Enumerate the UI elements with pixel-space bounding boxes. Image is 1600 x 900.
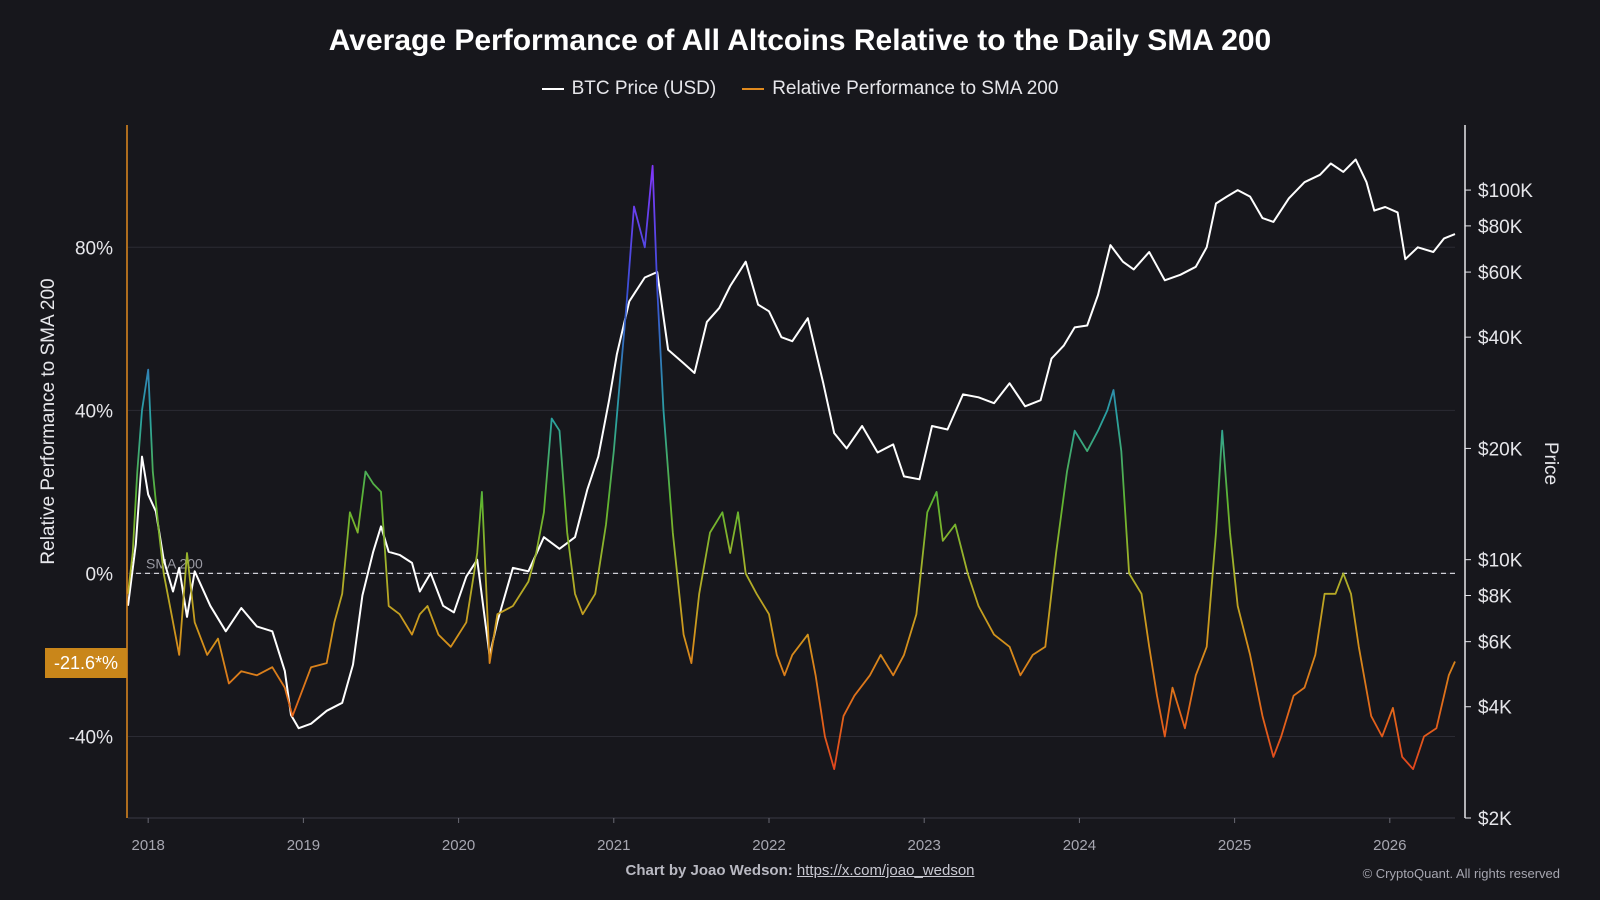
- y-right-tick-label: $80K: [1478, 217, 1523, 238]
- y-right-tick-label: $4K: [1478, 698, 1512, 719]
- y-right-tick-label: $8K: [1478, 586, 1512, 607]
- y-left-tick-label: 80%: [75, 238, 113, 259]
- x-tick-label: 2018: [131, 837, 164, 854]
- current-value-badge: -21.6*%: [45, 648, 127, 678]
- x-tick-label: 2019: [287, 837, 320, 854]
- legend-label: Relative Performance to SMA 200: [772, 78, 1059, 99]
- y-right-tick-label: $100K: [1478, 181, 1533, 202]
- axes-layer: 80% 40% 0% -40% $100K $80K $60K $40K $20K $10K $8K…: [38, 125, 1561, 854]
- legend-item-btc-price[interactable]: BTC Price (USD): [541, 78, 717, 100]
- y-left-tick-label: -40%: [69, 727, 113, 748]
- y-left-axis-title: Relative Performance to SMA 200: [38, 278, 59, 564]
- y-right-axis-title: Price: [1540, 442, 1561, 485]
- y-right-tick-label: $10K: [1478, 551, 1523, 572]
- reference-layer: SMA 200: [136, 555, 1455, 575]
- x-tick-label: 2021: [597, 837, 630, 854]
- y-right-tick-label: $6K: [1478, 633, 1512, 654]
- x-tick-label: 2023: [908, 837, 941, 854]
- y-right-tick-label: $40K: [1478, 328, 1523, 349]
- copyright-notice: © CryptoQuant. All rights reserved: [1362, 866, 1560, 881]
- sma-200-label: SMA 200: [146, 555, 203, 571]
- y-left-tick-label: 40%: [75, 401, 113, 422]
- y-right-tick-label: $2K: [1478, 809, 1512, 830]
- x-tick-label: 2020: [442, 837, 475, 854]
- legend-swatch-orange: [742, 88, 765, 90]
- x-tick-label: 2024: [1063, 837, 1096, 854]
- legend-item-relative-performance[interactable]: Relative Performance to SMA 200: [742, 78, 1058, 100]
- legend: BTC Price (USD) Relative Performance to …: [0, 78, 1600, 100]
- x-tick-label: 2025: [1218, 837, 1251, 854]
- legend-swatch-white: [541, 88, 564, 90]
- y-left-tick-label: 0%: [86, 564, 114, 585]
- x-tick-label: 2022: [752, 837, 785, 854]
- y-right-tick-label: $60K: [1478, 263, 1523, 284]
- chart-title: Average Performance of All Altcoins Rela…: [328, 24, 1272, 57]
- credit-prefix: Chart by Joao Wedson:: [625, 862, 793, 879]
- y-right-tick-label: $20K: [1478, 439, 1523, 460]
- author-link[interactable]: https://x.com/joao_wedson: [796, 862, 975, 879]
- legend-label: BTC Price (USD): [571, 78, 717, 99]
- x-tick-label: 2026: [1373, 837, 1406, 854]
- footer-credit: Chart by Joao Wedson: https://x.com/joao…: [0, 862, 1600, 879]
- btc-price-line: [127, 158, 1456, 730]
- series-layer: [127, 158, 1456, 770]
- relative-performance-line: [127, 164, 1456, 770]
